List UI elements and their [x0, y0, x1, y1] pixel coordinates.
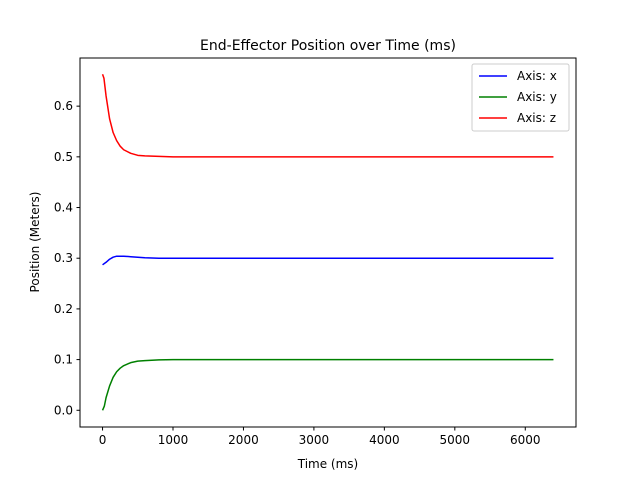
legend-label: Axis: y — [517, 90, 557, 104]
y-tick-label: 0.5 — [54, 150, 73, 164]
y-tick-label: 0.4 — [54, 201, 73, 215]
series-lines — [101, 73, 554, 411]
legend-label: Axis: x — [517, 69, 557, 83]
x-tick-label: 5000 — [440, 433, 471, 447]
axis-ticks: 0 1000 2000 3000 4000 5000 6000 0.0 0.1 0.2 0.3 0.4… — [54, 99, 541, 447]
chart-title: End-Effector Position over Time (ms) — [200, 38, 456, 54]
x-tick-label: 2000 — [228, 433, 259, 447]
x-axis-label: Time (ms) — [297, 457, 359, 471]
x-tick-label: 1000 — [158, 433, 189, 447]
x-tick-label: 4000 — [369, 433, 400, 447]
y-tick-label: 0.6 — [54, 99, 73, 113]
series-line-1 — [102, 255, 554, 266]
y-axis-label: Position (Meters) — [28, 192, 42, 293]
series-line-3 — [101, 73, 554, 158]
x-tick-label: 6000 — [510, 433, 541, 447]
legend-label: Axis: z — [517, 111, 556, 125]
series-line-2 — [101, 358, 554, 411]
y-tick-label: 0.2 — [54, 302, 73, 316]
x-tick-label: 3000 — [299, 433, 330, 447]
y-tick-label: 0.3 — [54, 251, 73, 265]
plot-frame — [79, 57, 577, 428]
x-tick-label: 0 — [99, 433, 107, 447]
legend-frame — [471, 63, 570, 132]
y-tick-label: 0.1 — [54, 353, 73, 367]
legend: Axis: x Axis: y Axis: z — [471, 63, 570, 132]
y-tick-label: 0.0 — [54, 403, 73, 417]
